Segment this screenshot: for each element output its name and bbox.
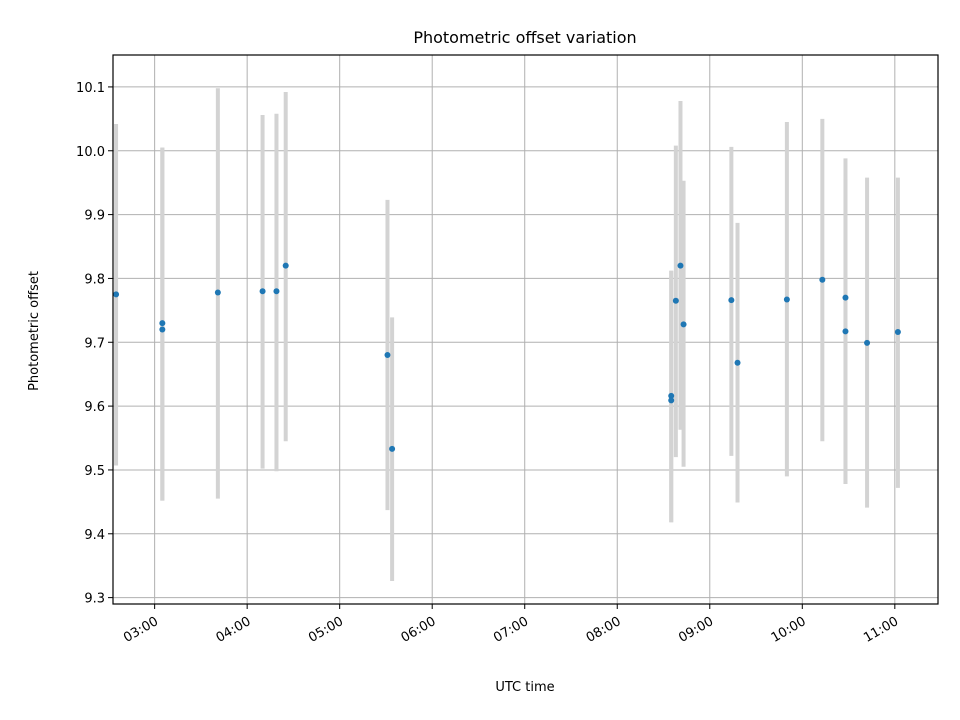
data-point <box>672 297 679 304</box>
data-point <box>668 397 675 404</box>
data-point <box>842 328 849 335</box>
data-point <box>214 289 221 296</box>
data-point <box>389 445 396 452</box>
x-axis-ticks: 03:00 04:00 05:00 06:00 07:00 08:00 09:00 10:00… <box>121 604 901 646</box>
data-point <box>819 276 826 283</box>
y-tick-label: 10.0 <box>76 145 105 160</box>
chart-title: Photometric offset variation <box>413 28 636 47</box>
data-point <box>159 320 166 327</box>
plot-frame <box>112 54 939 605</box>
x-tick-label: 09:00 <box>676 614 716 646</box>
error-bars <box>114 88 900 582</box>
y-tick-label: 9.7 <box>84 336 105 351</box>
grid <box>113 55 938 604</box>
data-point <box>677 262 684 269</box>
y-axis-ticks: 9.3 9.4 9.5 9.6 9.7 9.8 9.9 10.0 10.1 <box>76 81 113 607</box>
x-tick-label: 06:00 <box>399 614 439 646</box>
y-axis-label: Photometric offset <box>27 271 42 391</box>
data-point <box>842 294 849 301</box>
x-tick-label: 05:00 <box>306 614 346 646</box>
y-tick-label: 9.5 <box>84 464 105 479</box>
x-tick-label: 03:00 <box>121 614 161 646</box>
x-tick-label: 11:00 <box>861 614 901 646</box>
data-point <box>259 288 266 295</box>
x-tick-label: 04:00 <box>214 614 254 646</box>
y-tick-label: 9.6 <box>84 400 105 415</box>
data-point <box>384 352 391 359</box>
data-point <box>680 321 687 328</box>
data-point <box>159 326 166 333</box>
x-tick-label: 10:00 <box>769 614 809 646</box>
x-tick-label: 07:00 <box>491 614 531 646</box>
data-point <box>734 359 741 366</box>
data-point <box>894 329 901 336</box>
data-point <box>864 339 871 346</box>
y-tick-label: 9.8 <box>84 272 105 287</box>
y-tick-label: 10.1 <box>76 81 105 96</box>
y-tick-label: 9.3 <box>84 592 105 607</box>
y-tick-label: 9.9 <box>84 209 105 224</box>
data-point <box>728 297 735 304</box>
x-axis-label: UTC time <box>495 680 554 695</box>
data-point <box>282 262 289 269</box>
x-tick-label: 08:00 <box>584 614 624 646</box>
data-point <box>783 296 790 303</box>
data-point <box>273 288 280 295</box>
y-tick-label: 9.4 <box>84 528 105 543</box>
data-point <box>668 392 675 399</box>
data-points <box>113 262 901 452</box>
data-point <box>113 291 120 298</box>
